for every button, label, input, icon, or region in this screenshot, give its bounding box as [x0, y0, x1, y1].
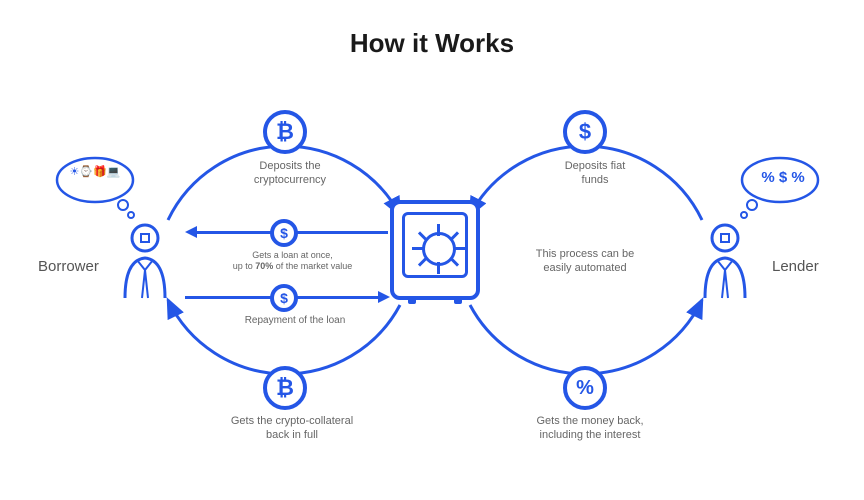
lender-thought-items: % $ %: [755, 169, 811, 186]
label-gets-collateral: Gets the crypto-collateralback in full: [212, 415, 372, 443]
label-gets-loan: Gets a loan at once,up to 70% of the mar…: [205, 250, 380, 273]
repayment-arrow-head-icon: [378, 291, 390, 303]
lender-label: Lender: [772, 258, 819, 275]
vault-icon: [390, 200, 480, 300]
lender-thought-icon: % $ %: [735, 155, 820, 225]
borrower-thought-items: ☀⌚🎁💻: [67, 167, 123, 178]
borrower-icon: [115, 220, 175, 305]
borrower-thought-icon: ☀⌚🎁💻: [55, 155, 140, 225]
how-it-works-diagram: Borrower Lender ☀⌚🎁💻 % $ % ₿ ₿ $ %: [0, 100, 864, 480]
borrower-label: Borrower: [38, 258, 99, 275]
lender-icon: [695, 220, 755, 305]
page-title: How it Works: [0, 28, 864, 59]
bitcoin-bottom-icon: ₿: [263, 366, 307, 410]
label-gets-money-back: Gets the money back,including the intere…: [515, 415, 665, 443]
bitcoin-top-icon: ₿: [263, 110, 307, 154]
label-repayment: Repayment of the loan: [220, 315, 370, 328]
label-deposits-fiat: Deposits fiatfunds: [540, 160, 650, 188]
dollar-mid-lower-icon: $: [270, 284, 298, 312]
percent-bottom-icon: %: [563, 366, 607, 410]
label-deposits-crypto: Deposits thecryptocurrency: [230, 160, 350, 188]
loan-arrow-head-icon: [185, 226, 197, 238]
dollar-mid-upper-icon: $: [270, 219, 298, 247]
label-automated: This process can beeasily automated: [515, 248, 655, 276]
dollar-top-icon: $: [563, 110, 607, 154]
